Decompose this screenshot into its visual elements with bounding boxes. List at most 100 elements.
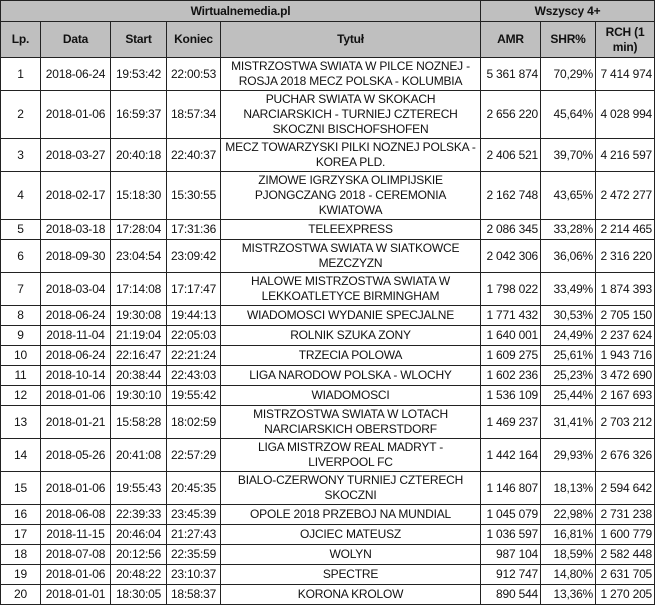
- cell-title: BIALO-CZERWONY TURNIEJ CZTERECH SKOCZNI: [219, 471, 482, 505]
- cell-lp: 10: [0, 345, 41, 366]
- table-body: 1 2018-06-24 19:53:42 22:00:53 MISTRZOSTWA S…: [0, 57, 655, 605]
- cell-amr: 1 146 807: [480, 471, 542, 505]
- cell-lp: 17: [0, 524, 41, 545]
- cell-start: 23:04:54: [110, 239, 167, 273]
- cell-date: 2018-01-06: [40, 90, 111, 139]
- cell-shr: 13,36%: [540, 584, 597, 605]
- cell-start: 19:30:08: [110, 305, 167, 326]
- cell-end: 22:43:03: [166, 365, 221, 386]
- audience-group-header: Wszyscy 4+: [480, 0, 655, 22]
- source-header: Wirtualnemedia.pl: [0, 0, 482, 22]
- col-start: Start: [110, 21, 167, 58]
- cell-date: 2018-03-27: [40, 138, 111, 172]
- cell-rch: 2 167 693: [595, 385, 655, 406]
- cell-lp: 5: [0, 219, 41, 240]
- cell-amr: 1 469 237: [480, 405, 542, 439]
- cell-title: MISTRZOSTWA SWIATA W PILCE NOZNEJ - ROSJ…: [219, 57, 482, 91]
- cell-rch: 2 594 642: [595, 471, 655, 505]
- table-row: 13 2018-01-21 15:58:28 18:02:59 MISTRZOSTWA …: [0, 405, 655, 439]
- cell-start: 17:28:04: [110, 219, 167, 240]
- cell-title: ROLNIK SZUKA ZONY: [219, 325, 482, 346]
- cell-shr: 14,80%: [540, 564, 597, 585]
- table-row: 9 2018-11-04 21:19:04 22:05:03 ROLNIK SZUKA …: [0, 325, 655, 346]
- cell-shr: 25,61%: [540, 345, 597, 366]
- cell-title: WIADOMOSCI: [219, 385, 482, 406]
- cell-start: 15:18:30: [110, 171, 167, 220]
- cell-start: 22:16:47: [110, 345, 167, 366]
- cell-title: LIGA MISTRZOW REAL MADRYT - LIVERPOOL FC: [219, 438, 482, 472]
- cell-date: 2018-06-24: [40, 345, 111, 366]
- cell-lp: 3: [0, 138, 41, 172]
- cell-shr: 18,59%: [540, 544, 597, 565]
- cell-title: HALOWE MISTRZOSTWA SWIATA W LEKKOATLETYC…: [219, 272, 482, 306]
- cell-rch: 2 316 220: [595, 239, 655, 273]
- cell-shr: 16,81%: [540, 524, 597, 545]
- cell-date: 2018-03-18: [40, 219, 111, 240]
- cell-end: 18:02:59: [166, 405, 221, 439]
- cell-rch: 1 600 779: [595, 524, 655, 545]
- cell-title: MISTRZOSTWA SWIATA W SIATKOWCE MEZCZYZN: [219, 239, 482, 273]
- cell-end: 22:21:24: [166, 345, 221, 366]
- cell-start: 20:38:44: [110, 365, 167, 386]
- cell-shr: 39,70%: [540, 138, 597, 172]
- cell-shr: 45,64%: [540, 90, 597, 139]
- cell-start: 19:53:42: [110, 57, 167, 91]
- cell-rch: 2 582 448: [595, 544, 655, 565]
- cell-title: MISTRZOSTWA SWIATA W LOTACH NARCIARSKICH…: [219, 405, 482, 439]
- cell-date: 2018-01-21: [40, 405, 111, 439]
- cell-lp: 12: [0, 385, 41, 406]
- cell-lp: 13: [0, 405, 41, 439]
- cell-start: 18:30:05: [110, 584, 167, 605]
- cell-end: 19:44:13: [166, 305, 221, 326]
- cell-amr: 1 442 164: [480, 438, 542, 472]
- table-row: 20 2018-01-01 18:30:05 18:58:37 KORONA KROLO…: [0, 584, 655, 605]
- cell-amr: 2 042 306: [480, 239, 542, 273]
- cell-title: LIGA NARODOW POLSKA - WLOCHY: [219, 365, 482, 386]
- cell-end: 17:17:47: [166, 272, 221, 306]
- col-data: Data: [40, 21, 111, 58]
- cell-date: 2018-02-17: [40, 171, 111, 220]
- table-row: 1 2018-06-24 19:53:42 22:00:53 MISTRZOSTWA S…: [0, 57, 655, 91]
- cell-end: 18:58:37: [166, 584, 221, 605]
- cell-shr: 33,49%: [540, 272, 597, 306]
- cell-date: 2018-06-24: [40, 57, 111, 91]
- cell-amr: 2 162 748: [480, 171, 542, 220]
- table-row: 10 2018-06-24 22:16:47 22:21:24 TRZECIA POLO…: [0, 345, 655, 366]
- cell-lp: 20: [0, 584, 41, 605]
- cell-amr: 1 609 275: [480, 345, 542, 366]
- cell-shr: 29,93%: [540, 438, 597, 472]
- cell-lp: 4: [0, 171, 41, 220]
- col-tytul: Tytuł: [219, 21, 482, 58]
- cell-start: 20:40:18: [110, 138, 167, 172]
- col-shr: SHR%: [540, 21, 597, 58]
- cell-lp: 2: [0, 90, 41, 139]
- cell-amr: 1 798 022: [480, 272, 542, 306]
- table-row: 3 2018-03-27 20:40:18 22:40:37 MECZ TOWARZYS…: [0, 138, 655, 172]
- table-row: 14 2018-05-26 20:41:08 22:57:29 LIGA MISTRZO…: [0, 438, 655, 472]
- cell-title: ZIMOWE IGRZYSKA OLIMPIJSKIE PJONGCZANG 2…: [219, 171, 482, 220]
- cell-date: 2018-01-06: [40, 564, 111, 585]
- cell-lp: 9: [0, 325, 41, 346]
- cell-end: 23:09:42: [166, 239, 221, 273]
- cell-start: 20:12:56: [110, 544, 167, 565]
- cell-start: 22:39:33: [110, 504, 167, 525]
- cell-shr: 70,29%: [540, 57, 597, 91]
- cell-rch: 7 414 974: [595, 57, 655, 91]
- cell-start: 20:41:08: [110, 438, 167, 472]
- cell-lp: 7: [0, 272, 41, 306]
- col-lp: Lp.: [0, 21, 41, 58]
- cell-date: 2018-06-24: [40, 305, 111, 326]
- cell-lp: 6: [0, 239, 41, 273]
- cell-rch: 1 943 716: [595, 345, 655, 366]
- cell-shr: 31,41%: [540, 405, 597, 439]
- cell-lp: 1: [0, 57, 41, 91]
- cell-end: 22:35:59: [166, 544, 221, 565]
- cell-date: 2018-09-30: [40, 239, 111, 273]
- cell-end: 15:30:55: [166, 171, 221, 220]
- cell-end: 18:57:34: [166, 90, 221, 139]
- cell-shr: 25,23%: [540, 365, 597, 386]
- cell-end: 22:57:29: [166, 438, 221, 472]
- cell-date: 2018-11-15: [40, 524, 111, 545]
- cell-end: 21:27:43: [166, 524, 221, 545]
- cell-rch: 2 214 465: [595, 219, 655, 240]
